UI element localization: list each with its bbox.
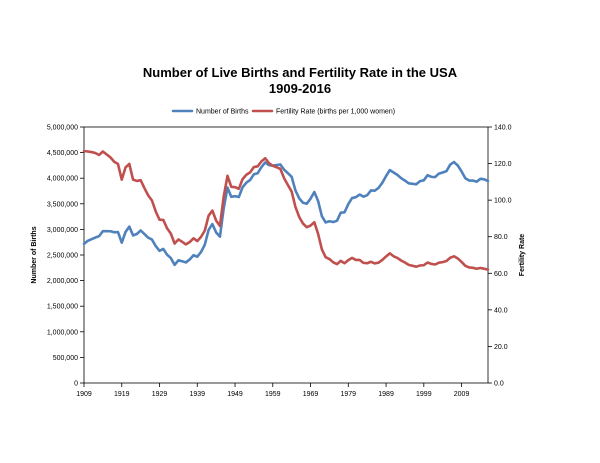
right-y-tick-label: 140.0 <box>494 125 512 132</box>
chart-title: Number of Live Births and Fertility Rate… <box>143 65 458 80</box>
right-y-axis: 0.0 20.0 40.0 60.0 80.0 100.0 120.0 140.0 <box>488 125 512 388</box>
x-tick-label: 2009 <box>454 391 470 398</box>
right-y-tick-label: 0.0 <box>494 381 504 388</box>
left-y-tick-label: 3,500,000 <box>47 201 78 208</box>
right-y-tick-label: 40.0 <box>494 307 508 314</box>
left-y-tick-label: 3,000,000 <box>47 227 78 234</box>
left-y-tick-label: 500,000 <box>53 355 78 362</box>
legend-label-fertility: Fertility Rate (births per 1,000 women) <box>276 109 395 116</box>
x-tick-label: 1909 <box>76 391 92 398</box>
chart-subtitle: 1909-2016 <box>269 81 331 96</box>
left-axis-title: Number of Births <box>31 226 38 283</box>
left-y-tick-label: 4,500,000 <box>47 150 78 157</box>
right-y-tick-label: 120.0 <box>494 161 512 168</box>
right-y-tick-label: 60.0 <box>494 271 508 278</box>
births-series-line <box>82 160 490 267</box>
right-axis-title: Fertility Rate <box>519 234 526 277</box>
x-tick-label: 1919 <box>114 391 130 398</box>
legend: Number of Births Fertility Rate (births … <box>171 109 395 116</box>
x-tick-label: 1979 <box>341 391 357 398</box>
left-y-tick-label: 2,000,000 <box>47 278 78 285</box>
x-tick-label: 1959 <box>265 391 281 398</box>
x-tick-label: 1949 <box>227 391 243 398</box>
fertility-series-line <box>82 149 490 271</box>
left-y-tick-label: 2,500,000 <box>47 253 78 260</box>
left-y-tick-label: 0 <box>74 381 78 388</box>
right-y-tick-label: 20.0 <box>494 344 508 351</box>
x-tick-label: 1999 <box>416 391 432 398</box>
x-tick-label: 1939 <box>189 391 205 398</box>
right-y-tick-label: 100.0 <box>494 198 512 205</box>
left-y-axis: 0 500,000 1,000,000 1,500,000 2,000,000 2,500… <box>47 125 84 388</box>
left-y-tick-label: 4,000,000 <box>47 176 78 183</box>
series-layer <box>82 149 490 271</box>
left-y-tick-label: 1,000,000 <box>47 329 78 336</box>
left-y-tick-label: 5,000,000 <box>47 125 78 132</box>
legend-label-births: Number of Births <box>196 109 249 116</box>
x-tick-label: 1989 <box>378 391 394 398</box>
x-tick-label: 1929 <box>152 391 168 398</box>
right-y-tick-label: 80.0 <box>494 234 508 241</box>
left-y-tick-label: 1,500,000 <box>47 304 78 311</box>
x-axis: 1909 1919 1929 1939 1949 1959 1969 1979 1989 1999… <box>76 383 469 398</box>
x-tick-label: 1969 <box>303 391 319 398</box>
